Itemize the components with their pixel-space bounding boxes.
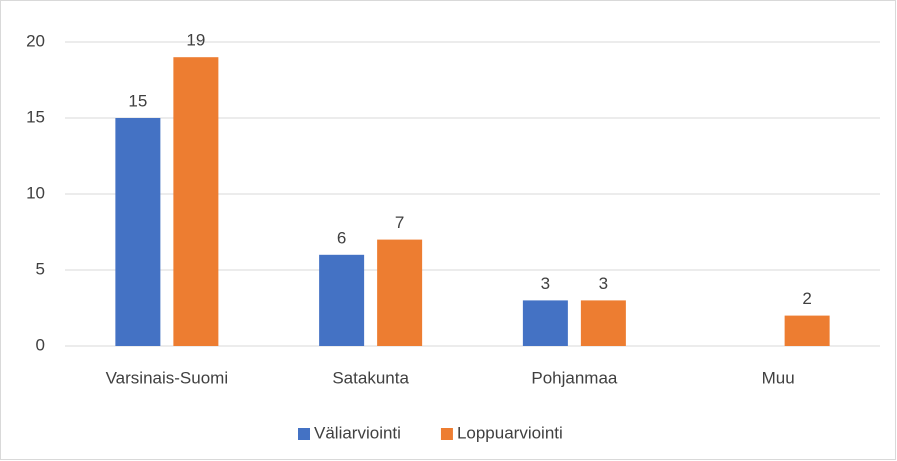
bar [377,239,423,346]
bar [522,300,568,346]
y-tick-label: 0 [36,335,45,354]
data-label: 19 [186,31,205,50]
data-label: 3 [599,274,608,293]
x-tick-label: Satakunta [332,368,409,387]
y-tick-label: 10 [26,183,45,202]
bar [173,57,219,346]
x-tick-label: Muu [762,368,795,387]
y-tick-label: 20 [26,31,45,50]
bar [319,254,365,346]
data-label: 6 [337,228,346,247]
data-label: 2 [802,289,811,308]
y-tick-label: 5 [36,259,45,278]
bar [580,300,626,346]
data-label: 3 [541,274,550,293]
x-tick-label: Varsinais-Suomi [106,368,229,387]
bar [115,118,161,346]
legend-swatch [298,428,310,440]
legend-label: Loppuarviointi [457,423,563,442]
data-label: 7 [395,213,404,232]
data-label: 15 [128,91,147,110]
legend-swatch [440,428,453,440]
legend-label: Väliarviointi [314,423,401,442]
x-tick-label: Pohjanmaa [531,368,618,387]
bar [784,315,830,346]
y-tick-label: 15 [26,107,45,126]
